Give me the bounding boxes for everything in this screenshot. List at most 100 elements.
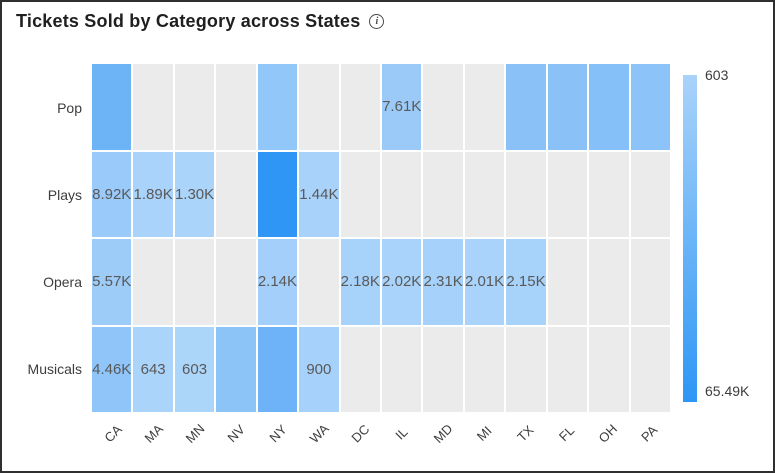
heatmap-cell-plays-pa[interactable] <box>630 151 670 237</box>
heatmap-cell-pop-il[interactable]: 7.61K <box>381 64 422 150</box>
heatmap-cell-plays-nv[interactable] <box>216 151 256 237</box>
heatmap-cell-musicals-il[interactable] <box>381 326 422 412</box>
y-axis-label-musicals: Musicals <box>27 360 82 377</box>
cell-value-label: 2.01K <box>464 273 505 291</box>
cell-value-label: 603 <box>182 360 208 378</box>
x-axis-label-tx: TX <box>514 422 537 445</box>
heatmap-cell-musicals-mi[interactable] <box>464 326 505 412</box>
heatmap-cell-opera-fl[interactable] <box>547 239 588 325</box>
heatmap-cell-musicals-md[interactable] <box>423 326 463 412</box>
heatmap-cell-musicals-nv[interactable] <box>216 326 256 412</box>
x-axis-label-mn: MN <box>182 421 208 446</box>
x-axis-label-ma: MA <box>141 421 167 446</box>
heatmap-cell-musicals-wa[interactable]: 900 <box>299 326 339 412</box>
cell-value-label: 1.44K <box>299 185 339 203</box>
heatmap-cell-opera-mi[interactable]: 2.01K <box>464 239 505 325</box>
heatmap-cell-musicals-dc[interactable] <box>340 326 380 412</box>
cell-value-label: 1.30K <box>174 185 215 203</box>
heatmap-cell-opera-ma[interactable] <box>133 239 173 325</box>
heatmap-cell-pop-mn[interactable] <box>174 64 215 150</box>
x-axis-label-ny: NY <box>266 421 290 446</box>
heatmap-cell-plays-ny[interactable] <box>257 151 298 237</box>
cell-value-label: 4.46K <box>92 360 132 378</box>
heatmap-cell-plays-ma[interactable]: 1.89K <box>133 151 173 237</box>
heatmap-cell-pop-fl[interactable] <box>547 64 588 150</box>
cell-value-label: 1.89K <box>133 185 173 203</box>
heatmap-cell-plays-mi[interactable] <box>464 151 505 237</box>
heatmap-cell-plays-ca[interactable]: 8.92K <box>92 151 132 237</box>
heatmap-cell-musicals-fl[interactable] <box>547 326 588 412</box>
chart-title: Tickets Sold by Category across States <box>16 11 361 31</box>
x-axis-label-md: MD <box>430 421 456 446</box>
color-legend-gradient-bar <box>683 75 697 402</box>
heatmap-cell-opera-md[interactable]: 2.31K <box>423 239 463 325</box>
heatmap-cell-pop-md[interactable] <box>423 64 463 150</box>
heatmap-cell-opera-tx[interactable]: 2.15K <box>506 239 546 325</box>
heatmap-cell-plays-mn[interactable]: 1.30K <box>174 151 215 237</box>
y-axis-label-pop: Pop <box>57 99 82 116</box>
cell-value-label: 2.31K <box>423 273 463 291</box>
x-axis-label-dc: DC <box>348 421 373 446</box>
heatmap-cell-opera-nv[interactable] <box>216 239 256 325</box>
cell-value-label: 2.02K <box>382 273 422 291</box>
heatmap-cell-pop-tx[interactable] <box>506 64 546 150</box>
heatmap-cell-opera-pa[interactable] <box>630 239 670 325</box>
heatmap-cell-plays-il[interactable] <box>381 151 422 237</box>
heatmap-cell-plays-fl[interactable] <box>547 151 588 237</box>
heatmap-cell-pop-ca[interactable] <box>92 64 132 150</box>
chart-header: Tickets Sold by Category across States i <box>16 11 385 32</box>
x-axis-label-ca: CA <box>100 421 125 446</box>
heatmap-cell-plays-wa[interactable]: 1.44K <box>299 151 339 237</box>
cell-value-label: 2.15K <box>506 273 546 291</box>
cell-value-label: 5.57K <box>92 273 132 291</box>
heatmap-cell-plays-md[interactable] <box>423 151 463 237</box>
heatmap-cell-opera-oh[interactable] <box>589 239 629 325</box>
heatmap-cell-plays-dc[interactable] <box>340 151 380 237</box>
heatmap-cell-musicals-ca[interactable]: 4.46K <box>92 326 132 412</box>
cell-value-label: 900 <box>306 360 332 378</box>
heatmap-cell-pop-pa[interactable] <box>630 64 670 150</box>
x-axis-label-pa: PA <box>638 422 661 445</box>
heatmap-cell-musicals-tx[interactable] <box>506 326 546 412</box>
cell-value-label: 7.61K <box>382 98 422 116</box>
cell-value-label: 2.18K <box>340 273 380 291</box>
x-axis-label-oh: OH <box>595 421 621 446</box>
cell-value-label: 2.14K <box>257 273 298 291</box>
heatmap-cell-opera-mn[interactable] <box>174 239 215 325</box>
heatmap-cell-pop-mi[interactable] <box>464 64 505 150</box>
heatmap-cell-musicals-ny[interactable] <box>257 326 298 412</box>
x-axis-label-fl: FL <box>556 422 578 445</box>
heatmap-cell-musicals-oh[interactable] <box>589 326 629 412</box>
y-axis-label-plays: Plays <box>47 186 82 203</box>
info-icon[interactable]: i <box>369 14 385 29</box>
heatmap-cell-pop-ma[interactable] <box>133 64 173 150</box>
x-axis-label-il: IL <box>392 424 411 443</box>
heatmap-grid: 7.61K 8.92K 1.89K 1.30K 1.44K 5.57K 2.14K 2.18K… <box>92 64 670 412</box>
heatmap-cell-opera-ny[interactable]: 2.14K <box>257 239 298 325</box>
heatmap-cell-opera-dc[interactable]: 2.18K <box>340 239 380 325</box>
heatmap-cell-musicals-mn[interactable]: 603 <box>174 326 215 412</box>
heatmap-cell-pop-wa[interactable] <box>299 64 339 150</box>
heatmap-cell-plays-oh[interactable] <box>589 151 629 237</box>
heatmap-cell-plays-tx[interactable] <box>506 151 546 237</box>
heatmap-cell-pop-ny[interactable] <box>257 64 298 150</box>
x-axis-label-mi: MI <box>473 423 495 444</box>
y-axis-labels: Pop Plays Opera Musicals <box>2 64 82 412</box>
cell-value-label: 8.92K <box>92 185 132 203</box>
heatmap-cell-opera-wa[interactable] <box>299 239 339 325</box>
y-axis-label-opera: Opera <box>43 273 82 290</box>
legend-min-label: 65.49K <box>705 383 750 399</box>
heatmap-cell-pop-dc[interactable] <box>340 64 380 150</box>
x-axis-label-wa: WA <box>306 420 332 447</box>
heatmap-cell-opera-ca[interactable]: 5.57K <box>92 239 132 325</box>
heatmap-cell-opera-il[interactable]: 2.02K <box>381 239 422 325</box>
legend-max-label: 603 <box>705 67 729 83</box>
heatmap-cell-pop-oh[interactable] <box>589 64 629 150</box>
cell-value-label: 643 <box>140 360 166 378</box>
x-axis-label-nv: NV <box>224 421 249 446</box>
heatmap-cell-pop-nv[interactable] <box>216 64 256 150</box>
heatmap-cell-musicals-pa[interactable] <box>630 326 670 412</box>
x-axis-labels: CA MA MN NV NY WA DC IL MD MI TX FL OH PA <box>92 414 670 462</box>
heatmap-cell-musicals-ma[interactable]: 643 <box>133 326 173 412</box>
